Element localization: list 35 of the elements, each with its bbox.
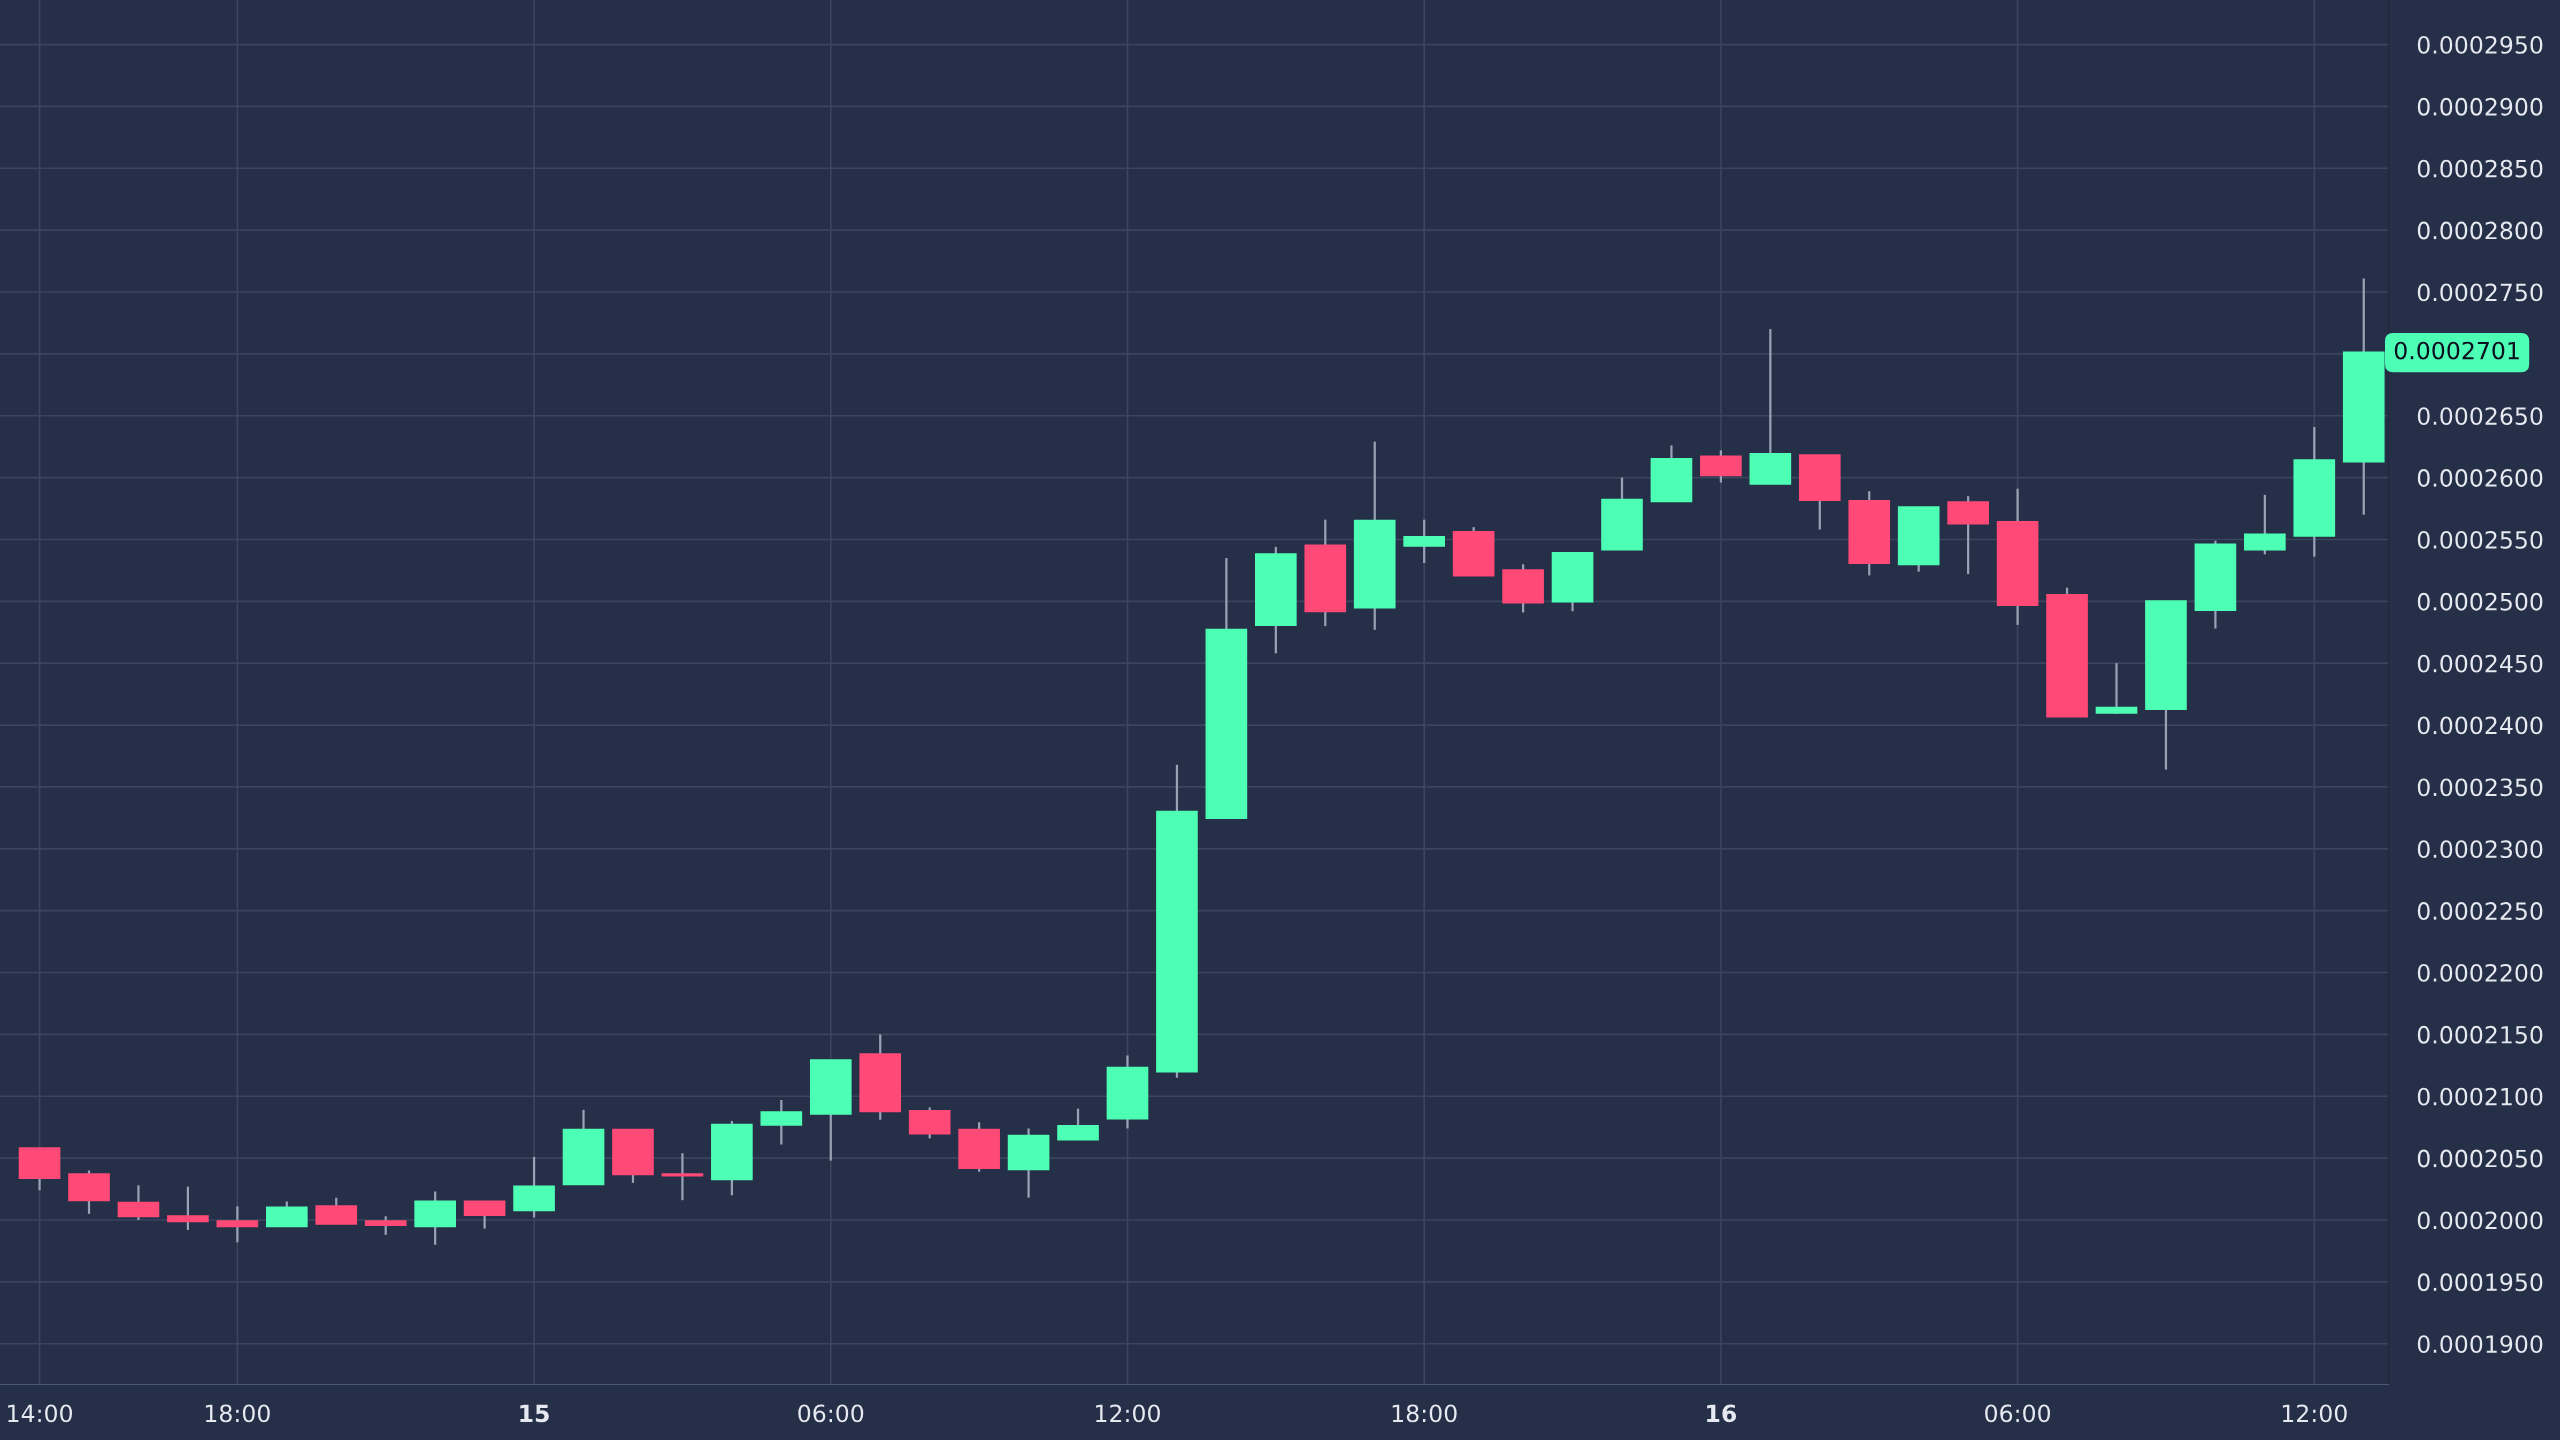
y-tick-label: 0.0001950 <box>2417 1273 2543 1292</box>
y-tick-label: 0.0002150 <box>2417 1025 2543 1044</box>
y-tick-label: 0.0002000 <box>2417 1211 2543 1230</box>
text: 0.0002701 <box>2394 341 2519 360</box>
y-tick-label: 0.0002800 <box>2417 221 2543 240</box>
candlestick <box>661 1152 704 1202</box>
y-tick-label: 0.0002650 <box>2417 407 2543 426</box>
y-tick-label: 0.0002550 <box>2417 530 2543 549</box>
candlestick <box>364 1215 407 1236</box>
y-tick-label: 0.0002500 <box>2417 592 2543 611</box>
x-tick-label: 14:00 <box>8 1404 73 1423</box>
y-tick-label: 0.0002300 <box>2417 840 2543 859</box>
y-tick-label: 0.0002350 <box>2417 778 2543 797</box>
y-tick-label: 0.0002250 <box>2417 902 2543 920</box>
y-tick-label: 0.0002850 <box>2417 159 2543 178</box>
x-tick-label: 12:00 <box>2282 1404 2347 1423</box>
y-tick-label: 0.0002400 <box>2417 716 2543 735</box>
y-tick-label: 0.0002950 <box>2417 35 2543 54</box>
y-tick-label: 0.0001900 <box>2417 1335 2543 1354</box>
y-tick-label: 0.0002200 <box>2417 963 2543 982</box>
y-tick-label: 0.0002100 <box>2417 1087 2543 1106</box>
x-tick-label: 06:00 <box>798 1404 864 1423</box>
y-tick-label: 0.0002900 <box>2417 97 2543 116</box>
x-tick-label: 12:00 <box>1096 1404 1160 1423</box>
y-tick-label: 0.0002600 <box>2417 469 2543 487</box>
y-tick-label: 0.0002750 <box>2417 283 2543 302</box>
x-tick-label: 18:00 <box>205 1404 270 1423</box>
y-tick-label: 0.0002450 <box>2417 654 2543 673</box>
x-tick-label: 16 <box>1707 1404 1737 1423</box>
candlestick <box>167 1185 209 1232</box>
candlestick <box>216 1205 259 1244</box>
x-tick-label: 06:00 <box>1985 1404 2051 1423</box>
x-tick-label: 18:00 <box>1392 1404 1457 1423</box>
y-tick-label: 0.0002050 <box>2417 1149 2543 1168</box>
x-tick-label: 15 <box>520 1404 549 1423</box>
